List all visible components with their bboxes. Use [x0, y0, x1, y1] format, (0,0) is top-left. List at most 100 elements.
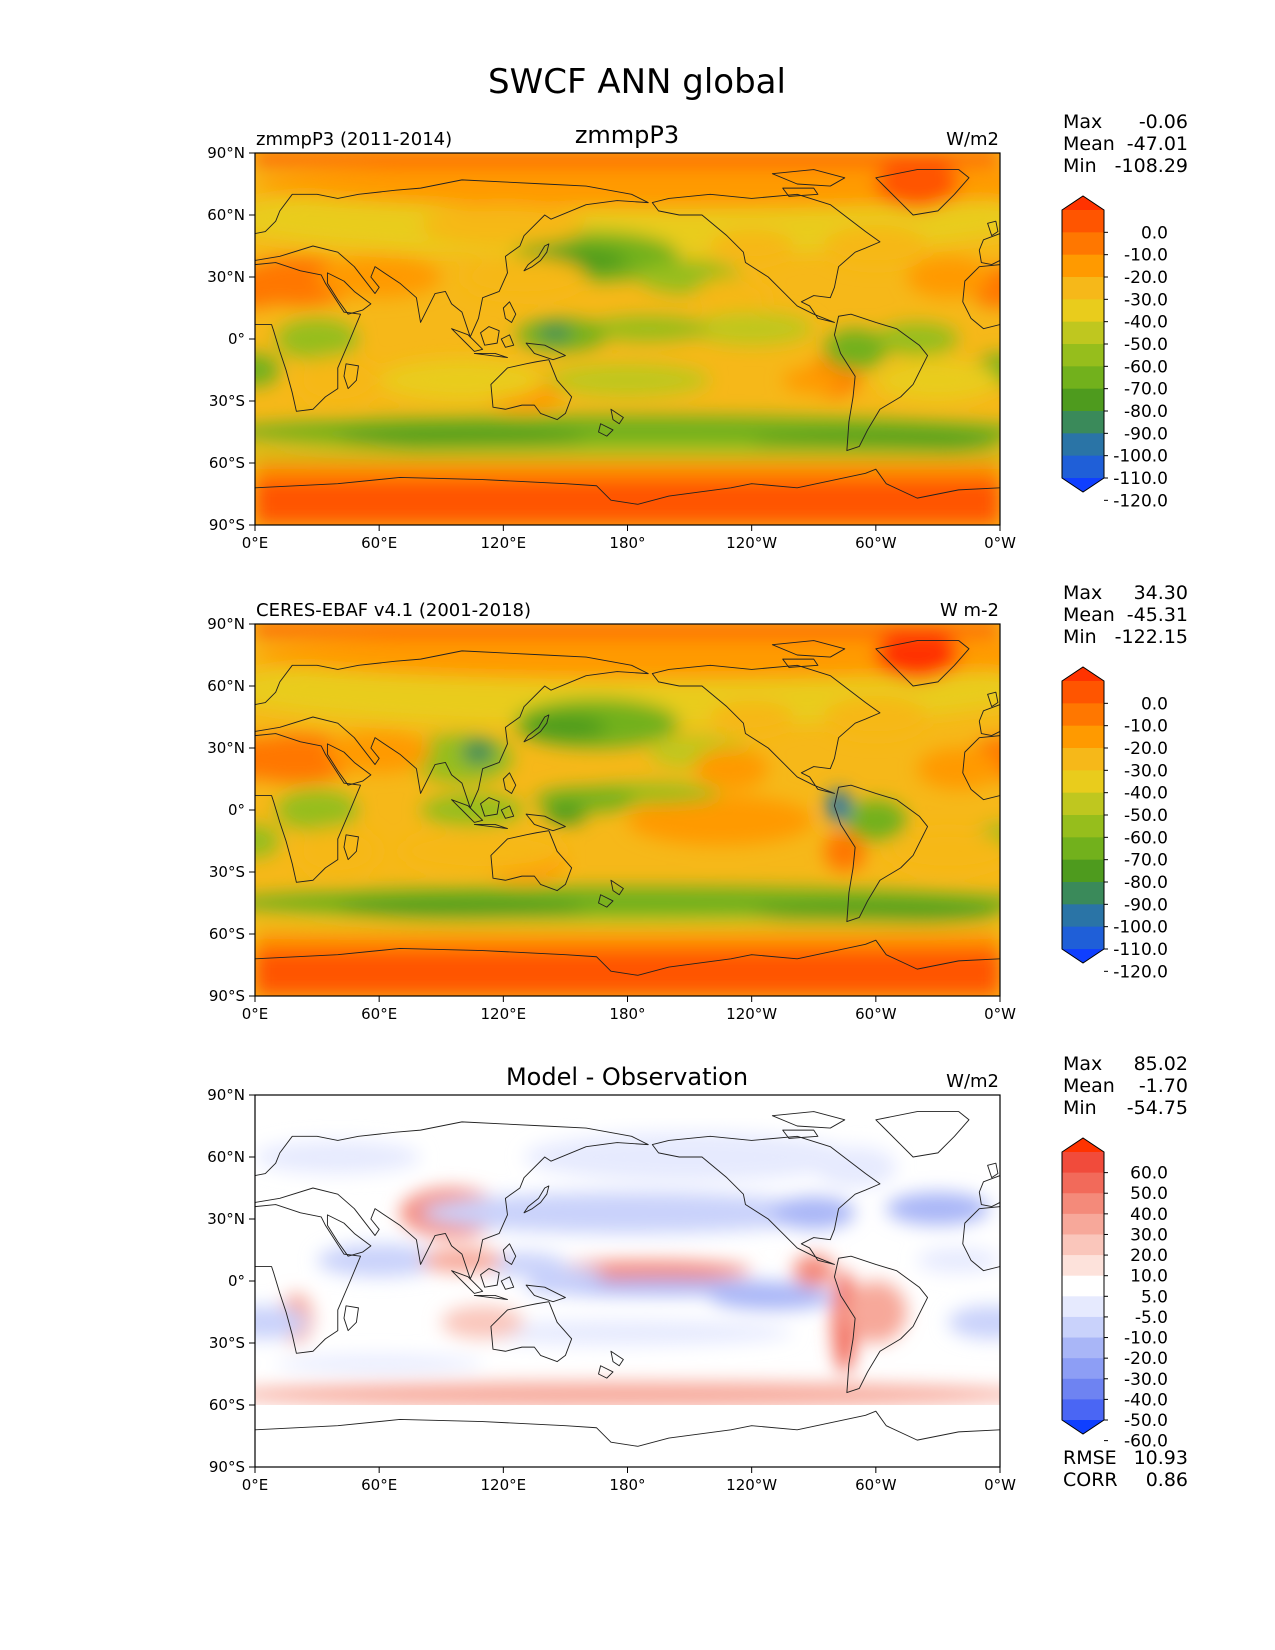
- colorbar-segment: [1062, 792, 1104, 816]
- field-patch: [875, 322, 959, 356]
- field-patch: [538, 324, 572, 342]
- y-tick-label: 30°S: [209, 863, 245, 881]
- colorbar-extend-max: [1062, 667, 1104, 681]
- x-tick-label: 60°W: [855, 1005, 897, 1023]
- x-tick-label: 120°E: [481, 1476, 527, 1494]
- x-tick-label: 0°E: [242, 1476, 269, 1494]
- colorbar-extend-max: [1062, 196, 1104, 210]
- colorbar-label: -110.0: [1113, 940, 1168, 960]
- field-patch: [327, 731, 431, 773]
- colorbar-segment: [1062, 210, 1104, 233]
- field-patch: [255, 1382, 1000, 1408]
- colorbar-segment: [1062, 725, 1104, 749]
- x-tick-label: 120°W: [726, 1476, 777, 1494]
- field-patch: [782, 367, 845, 393]
- colorbar-segment: [1062, 254, 1104, 278]
- y-tick-label: 0°: [228, 801, 245, 819]
- field-patch: [337, 427, 587, 449]
- colorbar-segment: [1062, 703, 1104, 727]
- panel-units: W/m2: [946, 129, 999, 150]
- panel-center-title: Model - Observation: [506, 1063, 748, 1091]
- map-field: [255, 624, 1000, 996]
- field-patch: [255, 630, 1000, 680]
- field-patch: [710, 700, 794, 734]
- field-patch: [528, 1266, 603, 1288]
- colorbar-label: -10.0: [1124, 246, 1168, 266]
- x-tick-label: 60°W: [855, 1476, 897, 1494]
- colorbar-label: -60.0: [1124, 1432, 1168, 1452]
- polar-band: [255, 624, 1000, 637]
- field-patch: [917, 748, 1000, 790]
- colorbar-extend-min: [1062, 478, 1104, 492]
- field-patch: [689, 312, 814, 346]
- colorbar-label: -40.0: [1124, 784, 1168, 804]
- map-panel-diff: Model - Observation W/m2 0°E 60°E 120°E 180° 1…: [207, 1053, 1188, 1494]
- field-patch: [824, 830, 866, 872]
- field-patch: [544, 363, 711, 397]
- field-patch: [693, 277, 769, 319]
- colorbar-segment: [1062, 232, 1104, 256]
- x-tick-label: 120°E: [481, 534, 527, 552]
- field-patch: [844, 1281, 907, 1343]
- polar-band: [255, 465, 1000, 478]
- colorbar-label: -10.0: [1124, 717, 1168, 737]
- colorbar-segment: [1062, 837, 1104, 861]
- stat-value: 10.93: [1134, 1447, 1188, 1469]
- field-patch: [255, 266, 287, 308]
- colorbar-segment: [1062, 770, 1104, 794]
- field-patch: [399, 830, 566, 872]
- colorbar: 0.0 -10.0-20.0-30.0 -40.0-50.0-60.0 -70.0-8…: [1061, 195, 1168, 511]
- x-tick-label: 0°W: [984, 534, 1016, 552]
- colorbar-label: 30.0: [1130, 1225, 1168, 1245]
- colorbar-label: -80.0: [1124, 402, 1168, 422]
- field-patch: [255, 353, 280, 387]
- field-patch: [255, 159, 1000, 209]
- y-tick-label: 60°N: [207, 677, 245, 695]
- field-patch: [793, 1254, 835, 1288]
- colorbar-label: -5.0: [1135, 1308, 1168, 1328]
- y-tick-label: 90°S: [209, 987, 245, 1005]
- field-patch: [544, 803, 587, 825]
- stat-label: RMSE: [1063, 1447, 1117, 1469]
- y-tick-label: 60°S: [209, 1396, 245, 1414]
- y-tick-label: 60°S: [209, 925, 245, 943]
- field-patch: [917, 1247, 1000, 1273]
- x-tick-label: 60°W: [855, 534, 897, 552]
- colorbar: 0.0 -10.0-20.0-30.0 -40.0-50.0-60.0 -70.0-8…: [1061, 666, 1168, 982]
- colorbar-label: 20.0: [1130, 1246, 1168, 1266]
- colorbar-segment: [1062, 455, 1104, 479]
- colorbar-label: -80.0: [1124, 873, 1168, 893]
- field-patch: [824, 225, 928, 267]
- colorbar-segment: [1062, 681, 1104, 704]
- colorbar-segment: [1062, 366, 1104, 390]
- stat-label: Max: [1063, 1053, 1102, 1075]
- y-tick-label: 90°N: [207, 144, 245, 162]
- y-tick-label: 90°N: [207, 615, 245, 633]
- x-tick-label: 120°W: [726, 534, 777, 552]
- field-contours: [255, 624, 1000, 996]
- colorbar-segment: [1062, 344, 1104, 367]
- colorbar-label: -120.0: [1113, 491, 1168, 511]
- colorbar-segment: [1062, 1213, 1104, 1235]
- colorbar-label: -20.0: [1124, 268, 1168, 288]
- colorbar-label: 5.0: [1141, 1287, 1168, 1307]
- field-patch: [813, 1146, 897, 1189]
- map-field: [255, 1095, 1000, 1467]
- field-patch: [826, 789, 851, 823]
- colorbar-segment: [1062, 1275, 1104, 1297]
- stat-value: -1.70: [1139, 1075, 1188, 1097]
- colorbar-segment: [1062, 433, 1104, 457]
- field-patch: [875, 159, 959, 209]
- colorbar-segment: [1062, 1358, 1104, 1380]
- colorbar-extend-max: [1062, 1138, 1104, 1152]
- field-patch: [461, 739, 496, 765]
- y-tick-label: 30°S: [209, 1334, 245, 1352]
- x-tick-label: 0°W: [984, 1005, 1016, 1023]
- colorbar-label: -60.0: [1124, 357, 1168, 377]
- colorbar-label: 0.0: [1141, 694, 1168, 714]
- field-patch: [948, 1305, 1000, 1339]
- x-tick-label: 60°E: [361, 1005, 397, 1023]
- y-tick-label: 60°N: [207, 1148, 245, 1166]
- field-patch: [255, 824, 280, 858]
- colorbar-label: 0.0: [1141, 223, 1168, 243]
